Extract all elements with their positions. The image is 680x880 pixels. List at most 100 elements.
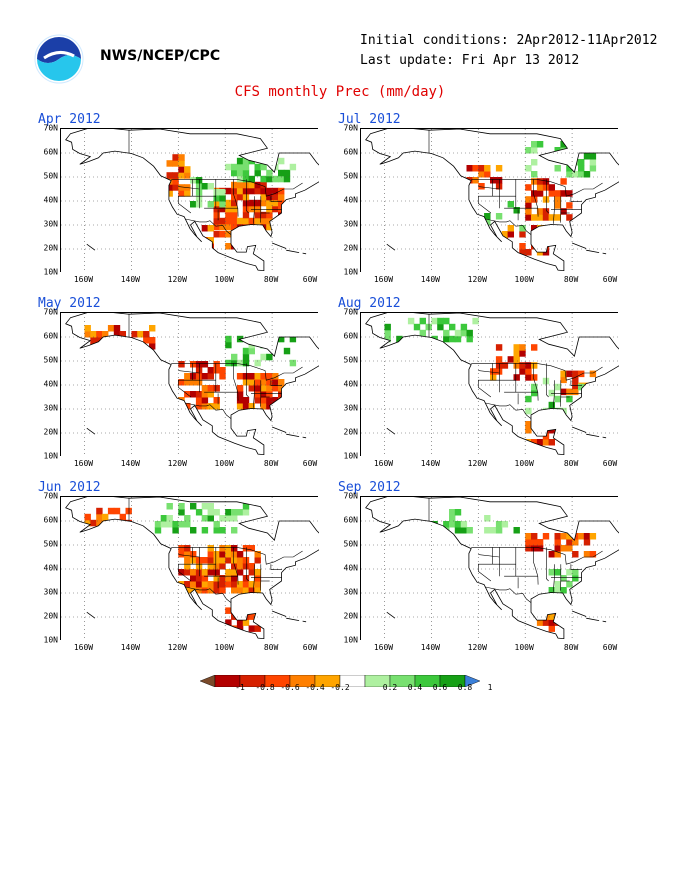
political-border: [553, 564, 555, 592]
x-tick-label: 140W: [420, 643, 440, 652]
island: [286, 433, 300, 437]
y-tick-label: 20N: [43, 611, 58, 621]
x-axis-labels: 160W 140W 120W 100W 80W 60W: [360, 275, 618, 285]
panel-aug-2012: Aug 2012 70N 60N 50N 40N 30N 20N 10N 160W 140W 1…: [336, 296, 619, 480]
y-tick-label: 60N: [343, 515, 358, 525]
island: [571, 610, 587, 617]
y-tick-label: 20N: [343, 611, 358, 621]
x-tick-label: 80W: [563, 459, 579, 468]
panel-sep-2012: Sep 2012 70N 60N 50N 40N 30N 20N 10N 160W 140W 1…: [336, 480, 619, 664]
x-axis-labels: 160W 140W 120W 100W 80W 60W: [360, 459, 618, 469]
hawaii-islands: [386, 427, 396, 435]
y-tick-label: 10N: [343, 267, 358, 277]
colorbar-swatch: [199, 674, 216, 688]
panel-title: Aug 2012: [338, 296, 401, 311]
hawaii-islands: [86, 427, 96, 435]
y-tick-label: 20N: [43, 427, 58, 437]
political-border: [171, 179, 303, 197]
x-tick-label: 80W: [263, 643, 279, 652]
x-tick-label: 140W: [120, 643, 140, 652]
initial-conditions: Initial conditions: 2Apr2012-11Apr2012: [360, 33, 658, 48]
y-tick-label: 50N: [343, 539, 358, 549]
organization-name: NWS/NCEP/CPC: [100, 48, 221, 64]
x-tick-label: 140W: [420, 275, 440, 284]
colorbar-tick-label: 1: [487, 683, 493, 692]
x-tick-label: 120W: [467, 459, 487, 468]
island: [602, 252, 607, 255]
y-axis-labels: 70N 60N 50N 40N 30N 20N 10N: [36, 492, 58, 645]
political-border: [185, 586, 232, 603]
colorbar-tick-label: -0.8: [255, 683, 275, 692]
island: [286, 617, 300, 621]
map-svg: [61, 129, 319, 273]
political-border: [471, 547, 603, 565]
y-tick-label: 60N: [343, 331, 358, 341]
political-border: [478, 186, 500, 190]
x-tick-label: 100W: [514, 275, 534, 284]
political-border: [478, 179, 493, 214]
y-tick-label: 10N: [343, 635, 358, 645]
panel-title: Sep 2012: [338, 480, 401, 495]
y-tick-label: 40N: [43, 379, 58, 389]
x-tick-label: 120W: [467, 643, 487, 652]
x-tick-label: 120W: [167, 643, 187, 652]
political-border: [533, 179, 539, 217]
panel-title: Jun 2012: [38, 480, 101, 495]
x-tick-label: 160W: [373, 643, 394, 652]
x-tick-label: 60W: [602, 643, 618, 652]
precip-anomaly-map: [360, 496, 619, 641]
political-border: [233, 363, 239, 401]
island: [586, 433, 600, 437]
political-border: [546, 547, 549, 582]
x-axis-labels: 160W 140W 120W 100W 80W 60W: [60, 275, 318, 285]
x-tick-label: 100W: [214, 459, 234, 468]
x-axis-labels: 160W 140W 120W 100W 80W 60W: [60, 459, 318, 469]
y-tick-label: 70N: [343, 491, 358, 501]
hawaii-islands: [386, 243, 396, 251]
island: [571, 242, 587, 249]
y-tick-label: 10N: [43, 451, 58, 461]
political-border: [478, 547, 493, 582]
map-svg: [361, 497, 619, 641]
x-axis-labels: 160W 140W 120W 100W 80W 60W: [360, 643, 618, 653]
panel-title: May 2012: [38, 296, 101, 311]
political-border: [553, 196, 555, 224]
political-border: [270, 564, 282, 570]
x-tick-label: 60W: [302, 459, 318, 468]
political-border: [185, 402, 232, 419]
figure-title: CFS monthly Prec (mm/day): [234, 84, 446, 100]
island: [271, 426, 287, 433]
y-tick-label: 50N: [343, 171, 358, 181]
y-tick-label: 30N: [343, 403, 358, 413]
island: [586, 617, 600, 621]
map-svg: [61, 497, 319, 641]
y-tick-label: 20N: [43, 243, 58, 253]
y-tick-label: 70N: [343, 123, 358, 133]
island: [286, 249, 300, 253]
x-tick-label: 160W: [373, 275, 394, 284]
hawaii-islands: [386, 611, 396, 619]
colorbar-swatches: [199, 674, 481, 688]
colorbar-tick-label: 0.4: [407, 683, 423, 692]
x-tick-label: 140W: [420, 459, 440, 468]
coastline: [365, 129, 619, 272]
political-border: [233, 547, 239, 585]
political-border: [570, 380, 582, 386]
political-border: [178, 186, 200, 190]
political-border: [478, 363, 493, 398]
x-tick-label: 80W: [263, 275, 279, 284]
coastline: [65, 313, 319, 456]
map-svg: [361, 313, 619, 457]
precip-anomaly-map: [360, 128, 619, 273]
political-border: [478, 370, 500, 374]
x-tick-label: 60W: [302, 643, 318, 652]
island: [271, 242, 287, 249]
political-border: [246, 547, 249, 582]
y-tick-label: 50N: [43, 171, 58, 181]
map-svg: [61, 313, 319, 457]
x-tick-label: 160W: [373, 459, 394, 468]
y-tick-label: 60N: [43, 331, 58, 341]
x-tick-label: 100W: [514, 459, 534, 468]
y-tick-label: 70N: [43, 491, 58, 501]
political-border: [178, 547, 193, 582]
